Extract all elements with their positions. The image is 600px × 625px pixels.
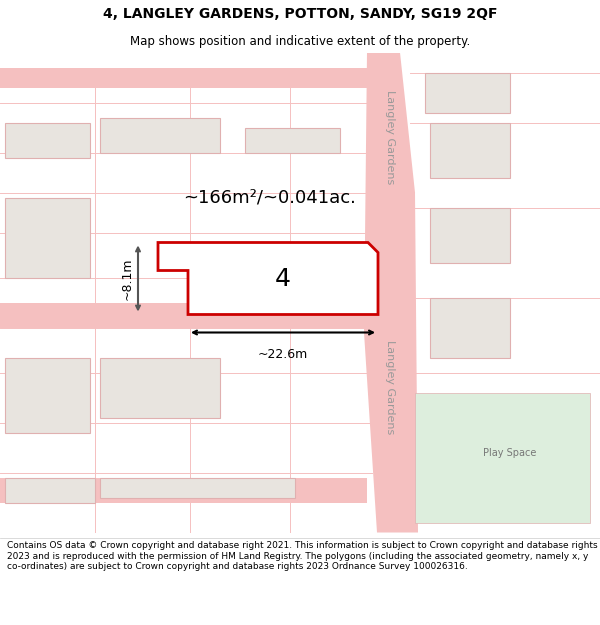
Polygon shape bbox=[100, 357, 220, 418]
Polygon shape bbox=[0, 302, 367, 328]
Text: ~8.1m: ~8.1m bbox=[121, 258, 134, 300]
Polygon shape bbox=[5, 198, 90, 278]
Polygon shape bbox=[415, 392, 590, 522]
Polygon shape bbox=[0, 68, 367, 88]
Polygon shape bbox=[430, 298, 510, 358]
Polygon shape bbox=[425, 72, 510, 112]
Text: 4: 4 bbox=[275, 266, 291, 291]
Text: Langley Gardens: Langley Gardens bbox=[385, 341, 395, 434]
Polygon shape bbox=[100, 478, 295, 498]
Text: ~22.6m: ~22.6m bbox=[258, 348, 308, 361]
Polygon shape bbox=[158, 242, 378, 314]
Polygon shape bbox=[0, 478, 367, 502]
Text: Play Space: Play Space bbox=[484, 448, 536, 458]
Polygon shape bbox=[364, 52, 418, 532]
Polygon shape bbox=[5, 357, 90, 432]
Text: Map shows position and indicative extent of the property.: Map shows position and indicative extent… bbox=[130, 35, 470, 48]
Text: ~166m²/~0.041ac.: ~166m²/~0.041ac. bbox=[184, 189, 356, 206]
Polygon shape bbox=[245, 127, 340, 152]
Polygon shape bbox=[430, 122, 510, 177]
Polygon shape bbox=[5, 122, 90, 158]
Text: Langley Gardens: Langley Gardens bbox=[385, 91, 395, 184]
Polygon shape bbox=[430, 208, 510, 262]
Polygon shape bbox=[100, 118, 220, 152]
Polygon shape bbox=[5, 478, 95, 502]
Text: 4, LANGLEY GARDENS, POTTON, SANDY, SG19 2QF: 4, LANGLEY GARDENS, POTTON, SANDY, SG19 … bbox=[103, 8, 497, 21]
Text: Contains OS data © Crown copyright and database right 2021. This information is : Contains OS data © Crown copyright and d… bbox=[7, 541, 598, 571]
